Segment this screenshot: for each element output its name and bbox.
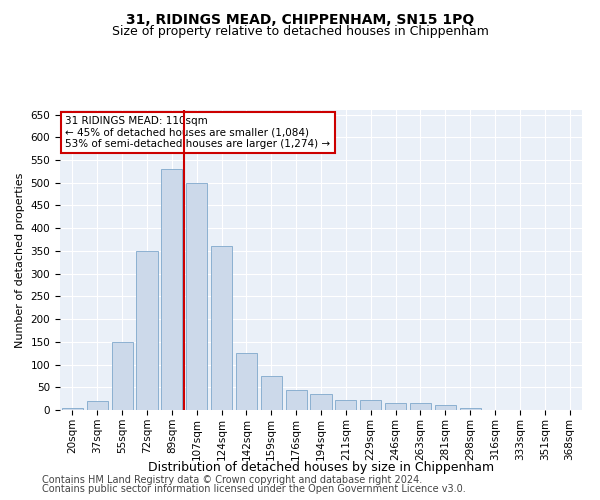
Bar <box>335 400 356 410</box>
Bar <box>136 251 158 410</box>
Bar <box>211 246 232 410</box>
Text: 31, RIDINGS MEAD, CHIPPENHAM, SN15 1PQ: 31, RIDINGS MEAD, CHIPPENHAM, SN15 1PQ <box>126 12 474 26</box>
Bar <box>310 394 332 410</box>
Bar <box>286 390 307 410</box>
Text: Contains public sector information licensed under the Open Government Licence v3: Contains public sector information licen… <box>42 484 466 494</box>
Bar <box>410 403 431 410</box>
Bar <box>460 408 481 410</box>
Text: Distribution of detached houses by size in Chippenham: Distribution of detached houses by size … <box>148 461 494 474</box>
Bar <box>186 182 207 410</box>
Bar <box>112 342 133 410</box>
Bar <box>435 404 456 410</box>
Bar <box>87 401 108 410</box>
Bar <box>161 169 182 410</box>
Bar <box>261 376 282 410</box>
Text: Contains HM Land Registry data © Crown copyright and database right 2024.: Contains HM Land Registry data © Crown c… <box>42 475 422 485</box>
Text: 31 RIDINGS MEAD: 110sqm
← 45% of detached houses are smaller (1,084)
53% of semi: 31 RIDINGS MEAD: 110sqm ← 45% of detache… <box>65 116 331 149</box>
Bar <box>236 353 257 410</box>
Text: Size of property relative to detached houses in Chippenham: Size of property relative to detached ho… <box>112 25 488 38</box>
Y-axis label: Number of detached properties: Number of detached properties <box>15 172 25 348</box>
Bar <box>385 403 406 410</box>
Bar <box>360 400 381 410</box>
Bar <box>62 408 83 410</box>
